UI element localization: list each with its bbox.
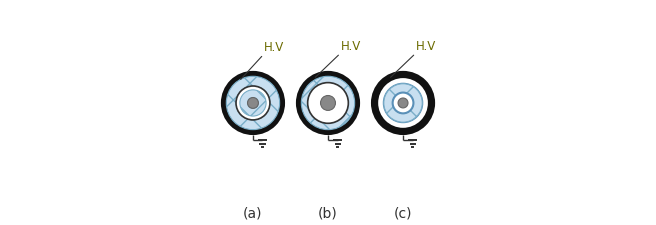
Circle shape: [393, 93, 413, 114]
Circle shape: [226, 77, 279, 130]
Text: (c): (c): [394, 206, 412, 220]
Text: (b): (b): [318, 206, 338, 220]
Circle shape: [236, 87, 270, 120]
Circle shape: [240, 90, 266, 117]
Circle shape: [308, 83, 348, 124]
Text: H.V: H.V: [417, 40, 437, 53]
Circle shape: [247, 98, 258, 109]
Text: H.V: H.V: [264, 41, 285, 54]
Circle shape: [384, 84, 422, 123]
Circle shape: [384, 84, 422, 123]
Circle shape: [247, 98, 258, 109]
Circle shape: [308, 83, 348, 124]
Circle shape: [378, 79, 428, 128]
Circle shape: [398, 99, 408, 108]
Text: H.V: H.V: [341, 40, 361, 53]
Circle shape: [393, 93, 413, 114]
Circle shape: [296, 72, 360, 135]
Circle shape: [321, 96, 335, 111]
Circle shape: [236, 87, 270, 120]
Circle shape: [371, 72, 435, 135]
Circle shape: [301, 77, 355, 130]
Circle shape: [221, 72, 285, 135]
Text: (a): (a): [243, 206, 262, 220]
